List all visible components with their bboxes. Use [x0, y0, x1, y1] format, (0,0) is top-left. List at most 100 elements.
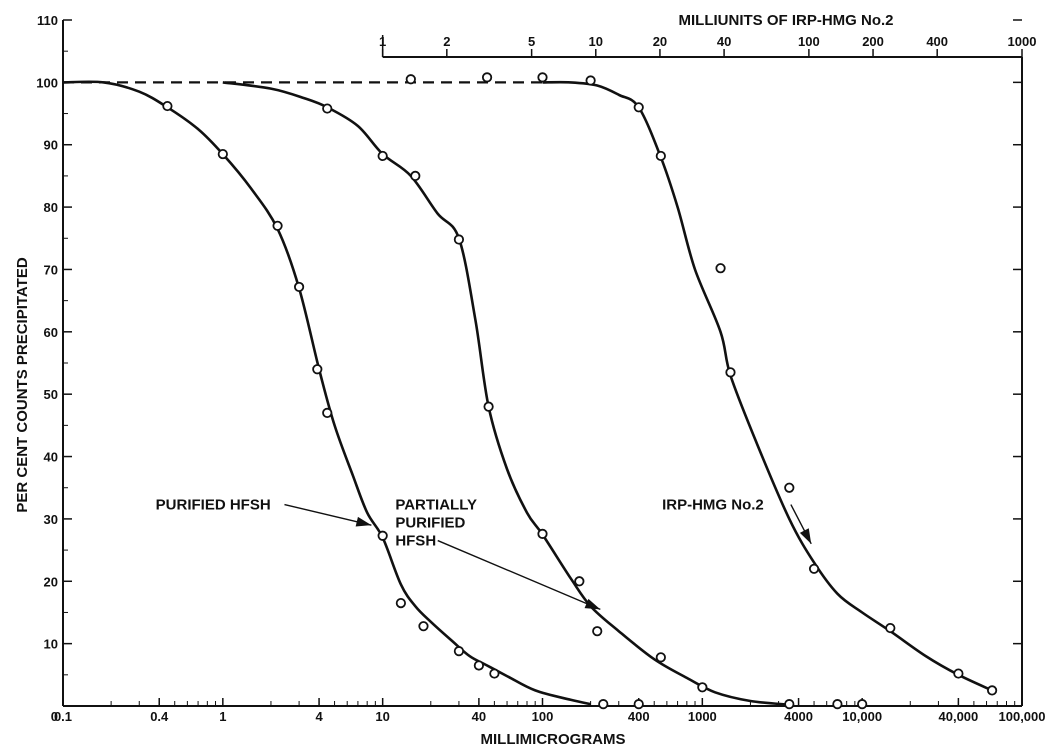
series-line	[222, 81, 790, 707]
x-tick-label: 10,000	[842, 709, 882, 724]
y-tick-label: 80	[44, 200, 58, 215]
x-tick-label: 4000	[784, 709, 813, 724]
data-point	[537, 528, 548, 539]
x-tick-label: 10	[375, 709, 389, 724]
x-tick-label: 400	[628, 709, 650, 724]
top-tick-label: 200	[862, 34, 884, 49]
annotations: PURIFIED HFSH PARTIALLYPURIFIEDHFSHIRP-HM…	[156, 497, 812, 610]
series-label: HFSH	[395, 533, 436, 550]
data-point	[715, 263, 726, 274]
data-point	[885, 622, 896, 634]
data-point	[633, 699, 644, 710]
data-point	[162, 100, 173, 112]
y-tick-label: 110	[37, 13, 58, 28]
series-label: PARTIALLY	[395, 497, 477, 514]
data-point	[395, 597, 406, 609]
data-point	[272, 220, 283, 231]
data-point	[725, 367, 736, 378]
data-point	[697, 682, 708, 693]
top-tick-label: 2	[443, 34, 450, 49]
series-2	[405, 72, 998, 710]
data-point	[453, 234, 465, 245]
y-tick-label: 60	[44, 325, 58, 340]
top-tick-label: 1	[379, 34, 386, 49]
data-point	[418, 621, 429, 632]
data-point	[832, 699, 843, 710]
annotation-arrowhead	[799, 528, 812, 544]
plot-frame	[62, 20, 1023, 707]
x-tick-label: 0.1	[54, 709, 72, 724]
series-label: PURIFIED HFSH	[156, 497, 271, 514]
top-tick-label: 400	[926, 34, 948, 49]
data-point	[537, 72, 548, 83]
data-point	[410, 170, 421, 182]
series-label: PURIFIED	[395, 515, 465, 532]
data-point	[453, 646, 465, 657]
annotation-leader	[437, 539, 601, 610]
data-point	[481, 72, 493, 83]
data-point	[784, 699, 795, 710]
series-line	[62, 80, 591, 706]
annotation-0: PURIFIED HFSH	[156, 497, 372, 527]
top-tick-label: 1000	[1008, 34, 1037, 49]
series-layer	[62, 72, 998, 710]
series-line	[542, 80, 993, 692]
annotation-2: IRP-HMG No.2	[662, 497, 812, 545]
data-point	[592, 626, 603, 637]
y-tick-label: 50	[44, 387, 58, 402]
data-point	[405, 74, 416, 85]
origin-label: 0	[51, 709, 58, 724]
top-tick-label: 100	[798, 34, 820, 49]
data-point	[293, 281, 305, 293]
data-point	[808, 563, 820, 574]
series-1	[222, 81, 795, 710]
annotation-arrowhead	[355, 516, 372, 527]
data-point	[986, 685, 998, 696]
x-tick-label: 100,000	[999, 709, 1046, 724]
x-axis: 0.1 0.4 1 4 10 40 100 400 1000 4000 10,000 40,000 10…	[54, 698, 1046, 724]
x-tick-label: 1	[219, 709, 226, 724]
top-axis: 1 2 5 10 20 40 100 200 400 1000	[379, 34, 1037, 58]
top-tick-label: 10	[589, 34, 603, 49]
data-point	[217, 148, 228, 160]
x-tick-label: 100	[532, 709, 554, 724]
data-point	[322, 103, 333, 114]
data-point	[312, 364, 323, 375]
y-tick-label: 90	[44, 138, 58, 153]
data-point	[574, 576, 585, 587]
data-point	[489, 668, 500, 679]
data-point	[784, 482, 795, 493]
y-axis-title: PER CENT COUNTS PRECIPITATED	[14, 257, 31, 512]
y-tick-label: 20	[44, 574, 58, 589]
data-point	[473, 660, 484, 671]
top-tick-label: 40	[717, 34, 731, 49]
data-point	[585, 75, 596, 86]
data-point	[483, 401, 494, 412]
y-tick-label: 70	[44, 262, 58, 277]
data-point	[953, 668, 964, 679]
top-tick-label: 20	[653, 34, 667, 49]
y-tick-label: 10	[44, 637, 58, 652]
y-tick-label: 100	[36, 75, 58, 90]
x-tick-label: 40	[472, 709, 486, 724]
data-point	[322, 407, 333, 418]
series-0	[62, 80, 609, 710]
series-label: IRP-HMG No.2	[662, 497, 764, 514]
x-tick-label: 40,000	[939, 709, 979, 724]
annotation-arrowhead	[584, 598, 601, 610]
top-tick-label: 5	[528, 34, 535, 49]
x-axis-title: MILLIMICROGRAMS	[481, 731, 626, 748]
top-axis-title: MILLIUNITS OF IRP-HMG No.2	[679, 12, 894, 29]
data-point	[377, 530, 388, 541]
data-point	[598, 699, 609, 710]
data-point	[655, 150, 666, 162]
y-tick-label: 30	[44, 512, 58, 527]
x-tick-label: 1000	[688, 709, 717, 724]
data-point	[633, 102, 644, 113]
y-tick-label: 40	[44, 450, 58, 465]
data-point	[857, 699, 868, 710]
x-tick-label: 4	[315, 709, 323, 724]
